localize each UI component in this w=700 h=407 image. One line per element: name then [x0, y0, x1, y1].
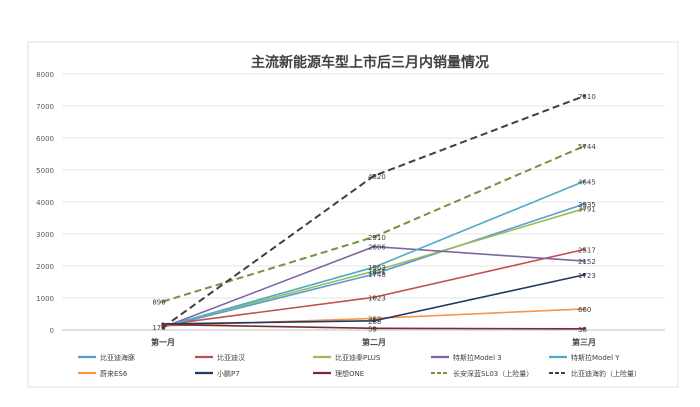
data-point: [372, 269, 376, 273]
legend-label: 特斯拉Model 3: [453, 353, 502, 362]
data-point: [582, 327, 586, 331]
data-label: 1023: [368, 294, 386, 302]
data-label: 38: [578, 326, 587, 334]
data-label: 288: [368, 318, 381, 326]
legend-label: 比亚迪海豚: [100, 353, 135, 362]
data-label: 660: [578, 306, 591, 314]
y-tick-label: 4000: [36, 199, 54, 207]
data-label: 2606: [368, 244, 386, 252]
data-point: [161, 299, 165, 304]
data-point: [582, 259, 586, 263]
legend-label: 蔚来ES6: [100, 369, 128, 378]
legend-label: 长安深蓝SL03（上险量）: [453, 369, 533, 378]
x-axis: 第一月 第二月 第三月: [151, 337, 596, 347]
y-tick-label: 3000: [36, 231, 54, 239]
data-point: [372, 174, 376, 178]
data-label: 1841: [368, 268, 386, 276]
data-point: [372, 272, 376, 276]
data-point: [582, 273, 586, 277]
legend-label: 比亚迪海豹（上险量）: [571, 369, 641, 378]
data-label: 176: [152, 324, 166, 332]
y-axis: 0 1000 2000 3000 4000 5000 6000 7000 8000: [36, 71, 54, 335]
data-point: [372, 295, 376, 299]
data-point: [582, 247, 586, 252]
x-tick-label: 第二月: [362, 337, 386, 347]
data-point: [372, 326, 376, 330]
data-label: 4820: [368, 173, 386, 181]
data-point: [582, 207, 586, 211]
data-label: 1748: [368, 271, 386, 279]
legend-label: 比亚迪秦PLUS: [335, 353, 381, 362]
legend-label: 比亚迪汉: [217, 353, 245, 362]
data-point: [582, 179, 586, 183]
data-point: [372, 265, 376, 269]
data-label: 4645: [578, 178, 596, 186]
y-tick-label: 8000: [36, 71, 54, 79]
y-tick-label: 5000: [36, 167, 54, 175]
data-label: 363: [368, 315, 381, 323]
data-label: 1723: [578, 272, 596, 280]
y-tick-label: 6000: [36, 135, 54, 143]
data-label: 7310: [578, 93, 596, 101]
series-lines: [161, 94, 586, 331]
data-point: [161, 325, 165, 330]
legend-label: 小鹏P7: [217, 369, 240, 378]
legend-label: 特斯拉Model Y: [571, 353, 620, 362]
data-label: 5744: [578, 143, 596, 151]
y-tick-label: 0: [50, 327, 54, 335]
data-point: [372, 245, 376, 249]
data-label: 2152: [578, 258, 596, 266]
data-point: [372, 235, 376, 239]
data-point: [582, 94, 586, 98]
data-label: 2910: [368, 234, 386, 242]
data-point: [582, 202, 586, 206]
x-tick-label: 第一月: [151, 337, 175, 347]
y-tick-label: 1000: [36, 295, 54, 303]
data-point: [161, 322, 165, 327]
data-point: [372, 316, 376, 320]
data-label: 3935: [578, 201, 596, 209]
legend-label: 理想ONE: [335, 369, 364, 378]
y-tick-label: 7000: [36, 103, 54, 111]
chart-title: 主流新能源车型上市后三月内销量情况: [251, 54, 489, 71]
data-point: [372, 319, 376, 323]
data-point: [582, 144, 586, 148]
data-label: 1963: [368, 264, 386, 272]
data-label: 53: [368, 325, 377, 333]
x-tick-label: 第三月: [572, 337, 596, 347]
gridlines: [62, 73, 665, 331]
data-label: 3791: [578, 206, 596, 214]
legend: 比亚迪海豚 比亚迪汉 比亚迪秦PLUS 特斯拉Model 3 特斯拉Model Y 蔚来E…: [78, 353, 641, 378]
data-label: 2517: [578, 246, 596, 254]
y-tick-label: 2000: [36, 263, 54, 271]
data-point: [582, 307, 586, 311]
data-label: 890: [152, 299, 165, 307]
